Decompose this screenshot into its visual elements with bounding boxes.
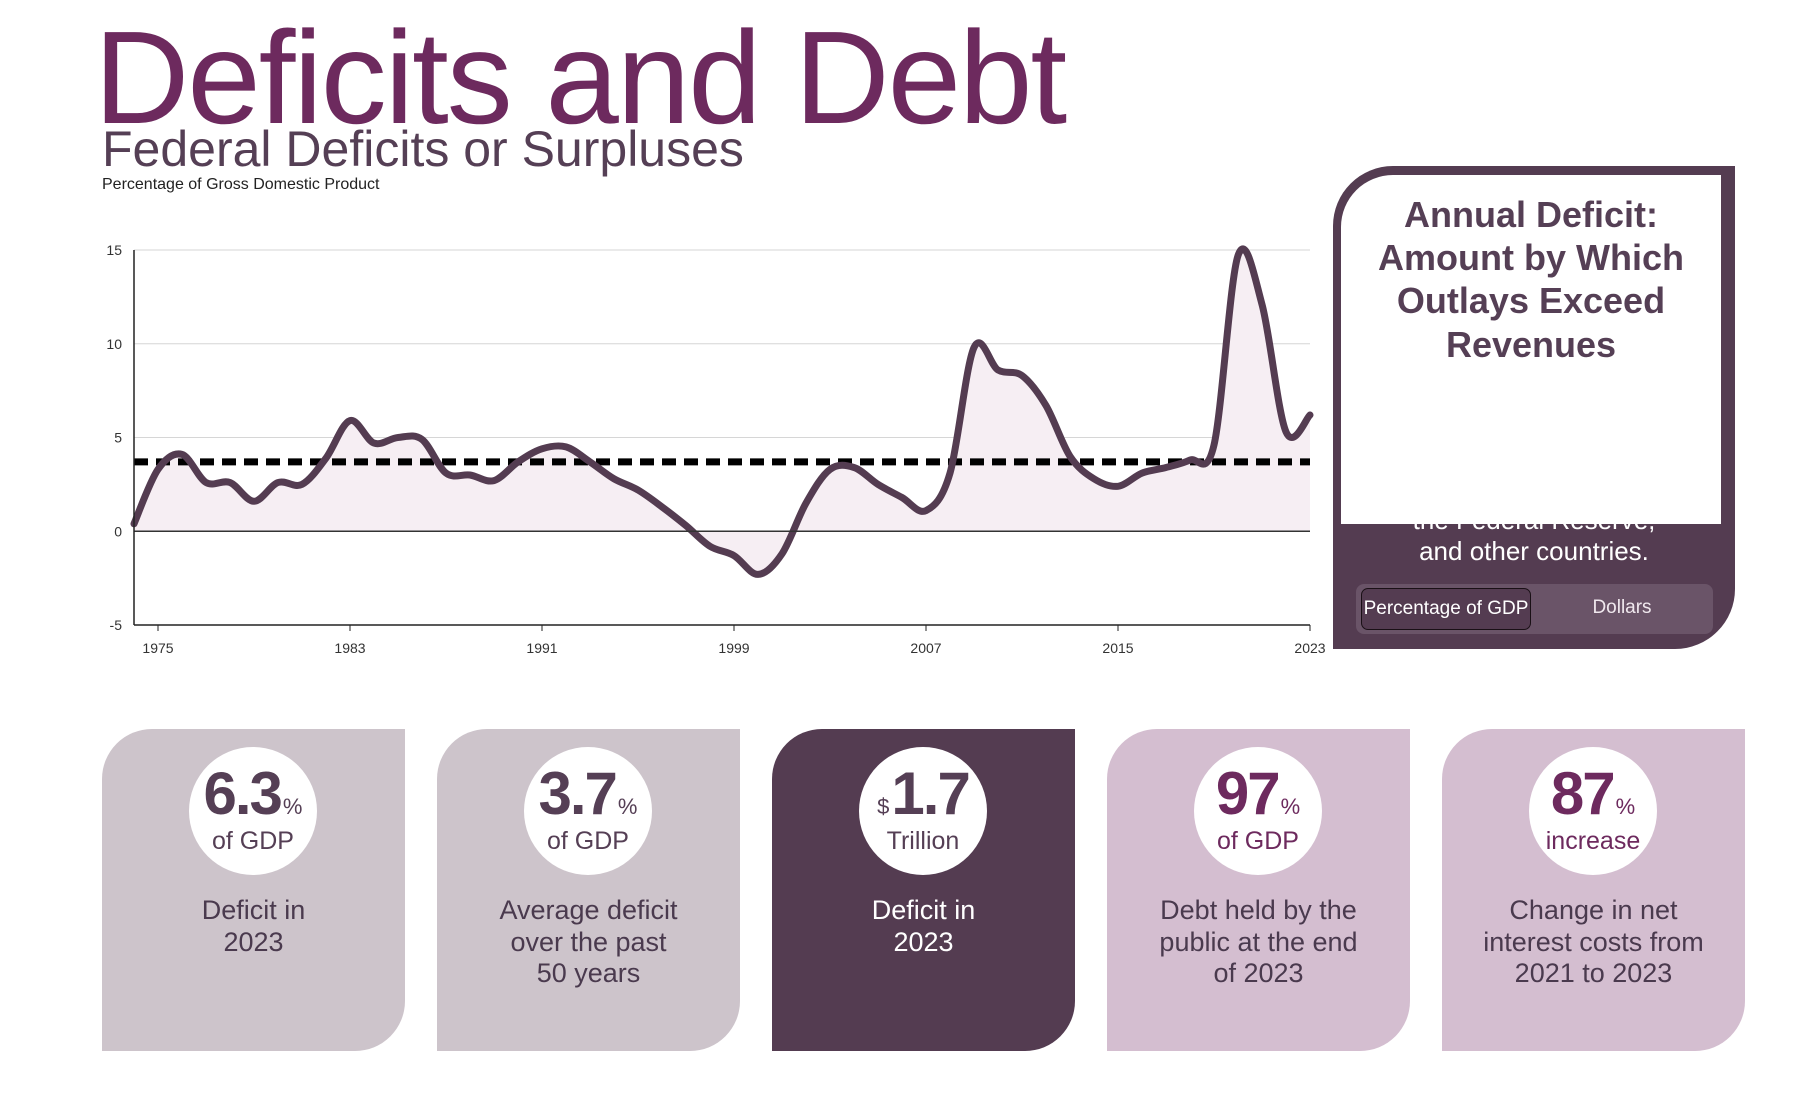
x-tick-label: 1999 [718,640,749,656]
x-tick-label: 1991 [526,640,557,656]
chart-subtitle: Federal Deficits or Surpluses [102,121,744,177]
y-tick-label: 0 [114,523,122,539]
y-tick-label: -5 [110,617,123,633]
stat-unit: increase [1545,827,1641,855]
stat-unit: Trillion [886,827,960,855]
heading-line: Outlays Exceed [1396,280,1666,322]
chart-tick-labels: 15 10 5 0 -5 1975 1983 1991 1999 2007 2015 2023 [106,242,1325,656]
stat-value-row: 97% [1194,759,1322,828]
stat-suffix: % [1280,794,1301,819]
stat-description-line: 2023 [223,926,284,957]
description-line: the Federal Reserve, [1412,504,1656,535]
stat-card: 3.7% of GDP Average deficit over the past 50… [437,729,740,1051]
chart-gridlines [134,249,1310,438]
stat-value: 1.7 [891,760,970,827]
heading-line: Amount by Which [1378,237,1684,279]
x-tick-label: 2023 [1294,640,1325,656]
percentage-of-gdp-toggle-button[interactable]: Percentage of GDP [1361,588,1531,630]
stat-description: Average deficit over the past 50 years [451,895,726,990]
stat-card: $1.7 Trillion Deficit in 2023 [772,729,1075,1051]
stat-circle: $1.7 Trillion [859,747,987,875]
y-tick-label: 5 [114,430,122,446]
stat-description-line: Debt held by the [1160,895,1357,925]
stat-card: 87% increase Change in net interest costs f… [1442,729,1745,1051]
x-tick-label: 2007 [910,640,941,656]
annual-deficit-heading: Annual Deficit: Amount by Which Outlays Ex… [1341,193,1721,366]
description-line: individuals, businesses, [1397,473,1671,504]
description-line: in years of deficits, [1426,411,1642,442]
x-tick-label: 1983 [334,640,365,656]
stat-circle: 6.3% of GDP [189,747,317,875]
deficit-chart: 15 10 5 0 -5 1975 1983 1991 1999 2007 2015 2023 [106,242,1325,656]
chart-unit-label: Percentage of Gross Domestic Product [102,176,380,193]
stat-value-row: 87% [1529,759,1657,828]
stat-description-line: public at the end [1159,926,1358,957]
stat-suffix: % [1615,794,1636,819]
stat-card: 97% of GDP Debt held by the public at the e… [1107,729,1410,1051]
units-toggle: Percentage of GDP Dollars [1356,584,1713,634]
deficit-series-line [130,245,1314,578]
stat-description-line: 2023 [893,926,954,957]
chart-line-layer [130,245,1314,578]
stat-description: Debt held by the public at the end of 2023 [1121,895,1396,990]
annual-deficit-heading-box: Annual Deficit: Amount by Which Outlays Ex… [1341,175,1721,524]
stat-value: 3.7 [538,760,618,827]
stat-description: Deficit in 2023 [786,895,1061,958]
stat-description-line: Average deficit [499,895,678,925]
stat-description-line: over the past [510,926,667,957]
x-tick-label: 1975 [142,640,173,656]
stat-value-row: $1.7 [859,759,987,828]
dollars-toggle-button[interactable]: Dollars [1592,597,1652,618]
stat-description-line: 50 years [536,958,641,989]
chart-axes [133,250,1311,631]
annual-deficit-description: To fund government spending in years of d… [1343,380,1725,567]
stat-description-line: of 2023 [1213,958,1304,989]
stat-value-row: 6.3% [189,759,317,828]
stat-unit: of GDP [547,827,629,855]
deficit-area-fill [134,248,1310,575]
description-line: and other countries. [1419,535,1649,566]
page-title: Deficits and Debt [94,4,1067,151]
stat-value-row: 3.7% [524,759,652,828]
stat-description-line: Deficit in [201,895,306,925]
description-line: To fund government spending [1362,380,1706,410]
stat-suffix: % [282,794,303,819]
stat-suffix: % [617,794,638,819]
stat-unit: of GDP [212,827,294,855]
stat-circle: 87% increase [1529,747,1657,875]
heading-line: Revenues [1445,323,1617,365]
y-tick-label: 15 [106,242,122,258]
stat-unit: of GDP [1217,827,1299,855]
description-line: the Treasury borrows from [1382,442,1686,473]
heading-line: Annual Deficit: [1403,194,1658,235]
y-tick-label: 10 [106,336,122,352]
stat-description-line: Change in net [1509,895,1678,925]
stat-description-line: Deficit in [871,895,976,925]
stat-circle: 97% of GDP [1194,747,1322,875]
annual-deficit-panel: Annual Deficit: Amount by Which Outlays Ex… [1333,166,1735,649]
stat-prefix: $ [877,794,890,819]
stat-description-line: interest costs from [1483,926,1704,957]
x-tick-label: 2015 [1102,640,1133,656]
stat-value: 6.3 [203,760,283,827]
stat-description-line: 2021 to 2023 [1514,958,1673,989]
stat-description: Deficit in 2023 [116,895,391,958]
stat-value: 97 [1215,760,1281,827]
stat-description: Change in net interest costs from 2021 to … [1456,895,1731,990]
stat-card: 6.3% of GDP Deficit in 2023 [102,729,405,1051]
stat-value: 87 [1550,760,1616,827]
stat-circle: 3.7% of GDP [524,747,652,875]
chart-area-layer [134,248,1310,575]
